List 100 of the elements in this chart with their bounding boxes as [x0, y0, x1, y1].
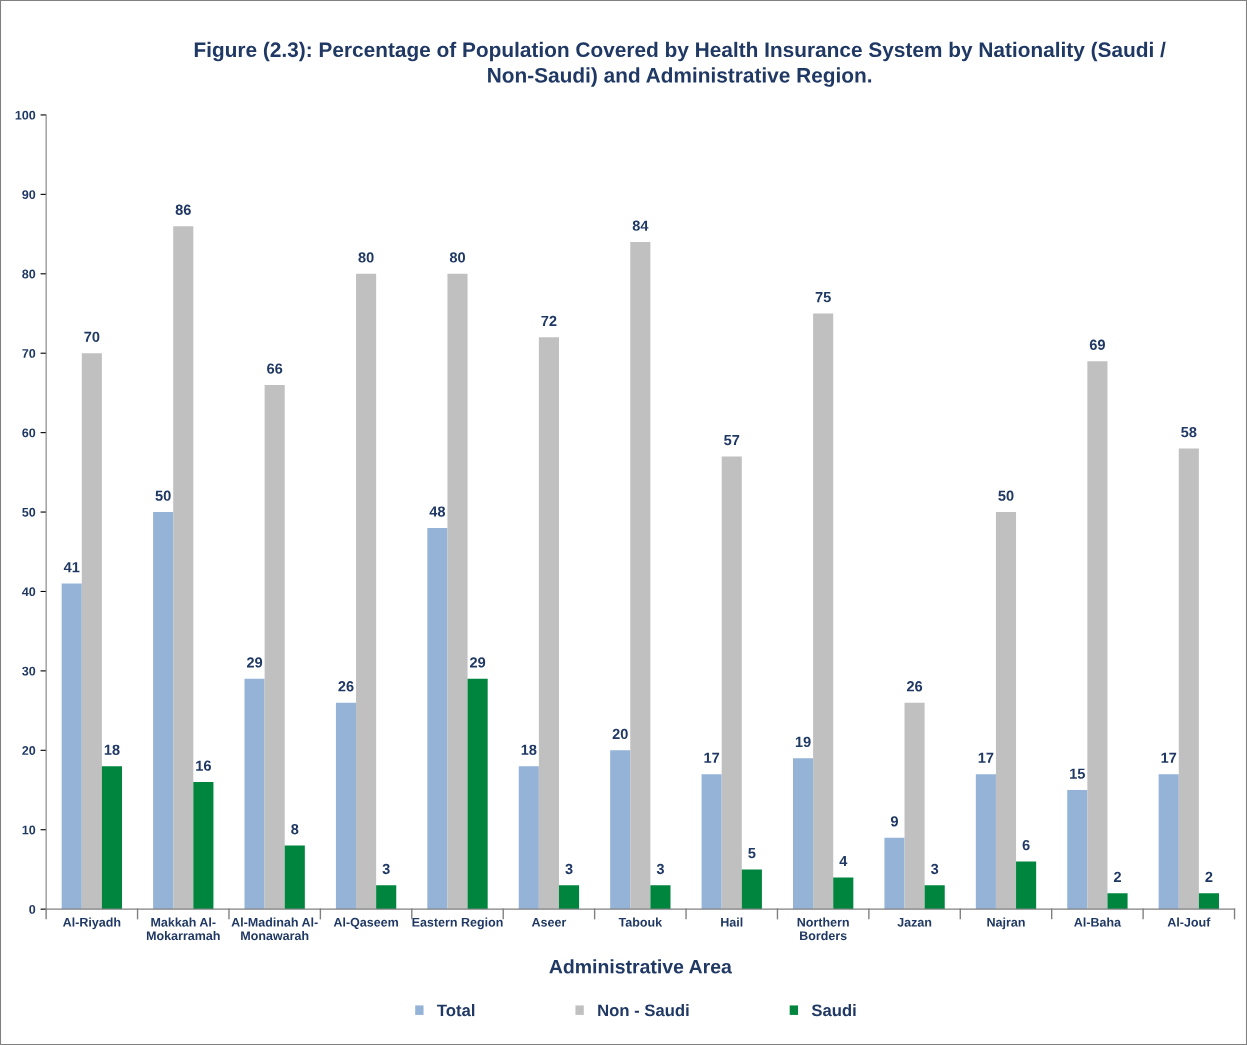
- data-label: 57: [724, 435, 740, 446]
- bar: [975, 774, 996, 910]
- chart-title: Figure (2.3): Percentage of Population Covered by Health Insurance System by Nationality (Saudi / Non-Saudi) and Administrative Region.: [194, 41, 1166, 87]
- bar: [1107, 893, 1128, 910]
- bar: [447, 273, 468, 910]
- data-label: 86: [175, 204, 191, 215]
- bar: [833, 877, 854, 910]
- data-label: 15: [1070, 768, 1085, 779]
- y-tick-label: 60: [22, 428, 36, 438]
- y-tick-label: 40: [22, 587, 36, 597]
- bar: [721, 456, 742, 910]
- data-label: 80: [449, 252, 466, 263]
- data-label: 17: [1161, 752, 1177, 763]
- data-label: 8: [291, 824, 299, 835]
- data-label: 20: [612, 728, 628, 740]
- y-tick-label: 20: [22, 746, 36, 755]
- bar: [173, 226, 194, 910]
- data-label: 50: [155, 490, 171, 501]
- data-label: 16: [196, 760, 211, 771]
- x-tick-label: Jazan: [897, 917, 932, 927]
- y-tick-label: 100: [15, 110, 36, 120]
- data-label: 29: [470, 657, 486, 668]
- data-label: 26: [338, 681, 354, 692]
- bar: [650, 885, 671, 910]
- bar: [793, 758, 814, 910]
- bar: [701, 774, 722, 910]
- data-label: 17: [704, 752, 720, 763]
- legend-label: Non - Saudi: [598, 1004, 689, 1017]
- x-tick-label: Tabouk: [618, 917, 663, 927]
- bar: [1016, 861, 1037, 910]
- bar: [558, 885, 580, 910]
- y-tick-label: 80: [22, 269, 36, 279]
- x-tick-label: Al-Jouf: [1167, 917, 1211, 927]
- bar: [538, 337, 559, 910]
- bar: [630, 242, 651, 910]
- bar: [467, 678, 488, 910]
- data-label: 3: [930, 863, 939, 875]
- bar: [61, 583, 82, 910]
- data-label: 41: [63, 562, 80, 573]
- data-label: 29: [246, 657, 263, 668]
- x-tick-label: Northern Borders: [797, 917, 849, 941]
- bar: [1198, 893, 1219, 910]
- x-tick-label: Makkah Al- Mokarramah: [146, 917, 220, 941]
- x-tick-label: Hail: [721, 917, 743, 927]
- data-label: 3: [382, 863, 390, 875]
- bar: [284, 845, 305, 910]
- x-axis-title: Administrative Area: [549, 959, 732, 974]
- x-tick-label: Najran: [987, 917, 1025, 930]
- bar: [427, 527, 448, 910]
- bar: [101, 766, 123, 910]
- x-tick-label: Al-Madinah Al- Monawarah: [231, 917, 318, 941]
- x-tick-label: Al-Baha: [1074, 917, 1122, 927]
- y-tick-label: 90: [22, 190, 36, 200]
- bar: [1087, 361, 1108, 910]
- data-label: 9: [890, 816, 898, 827]
- bar: [356, 273, 377, 910]
- data-label: 58: [1181, 426, 1197, 438]
- data-label: 2: [1205, 871, 1213, 882]
- data-label: 75: [815, 292, 831, 303]
- y-tick-label: 30: [22, 666, 36, 676]
- bar: [244, 678, 265, 910]
- bar: [153, 512, 174, 910]
- bar: [1158, 774, 1179, 910]
- legend-label: Total: [437, 1004, 475, 1017]
- data-label: 50: [998, 490, 1014, 501]
- bar: [376, 885, 397, 910]
- y-tick-label: 70: [22, 349, 36, 358]
- bar: [518, 766, 539, 910]
- y-tick-label: 10: [22, 825, 36, 835]
- data-label: 2: [1113, 871, 1121, 882]
- y-tick-label: 50: [22, 507, 36, 517]
- bar: [741, 869, 762, 910]
- bar: [904, 702, 925, 910]
- bar: [81, 353, 102, 910]
- data-label: 48: [429, 506, 446, 517]
- legend-label: Saudi: [811, 1004, 856, 1017]
- bar: [924, 885, 945, 910]
- data-label: 4: [839, 855, 848, 867]
- data-label: 69: [1089, 339, 1105, 350]
- bar: [193, 782, 214, 910]
- bar: [1067, 790, 1088, 910]
- bar: [264, 384, 285, 910]
- data-label: 6: [1022, 839, 1030, 851]
- data-label: 19: [795, 736, 811, 748]
- x-tick-label: Al-Riyadh: [62, 917, 121, 930]
- data-label: 72: [541, 315, 557, 326]
- bar: [813, 313, 834, 910]
- data-label: 18: [521, 744, 537, 755]
- data-label: 3: [565, 863, 573, 875]
- x-tick-label: Eastern Region: [412, 917, 503, 930]
- data-label: 80: [358, 252, 374, 263]
- data-label: 26: [906, 681, 923, 692]
- x-tick-label: Al-Qaseem: [333, 917, 398, 929]
- data-label: 84: [632, 220, 649, 231]
- data-label: 66: [267, 363, 283, 374]
- data-label: 3: [656, 863, 664, 875]
- bar: [995, 512, 1017, 910]
- bar: [1178, 448, 1199, 910]
- data-label: 5: [748, 848, 756, 859]
- y-tick-label: 0: [29, 904, 36, 914]
